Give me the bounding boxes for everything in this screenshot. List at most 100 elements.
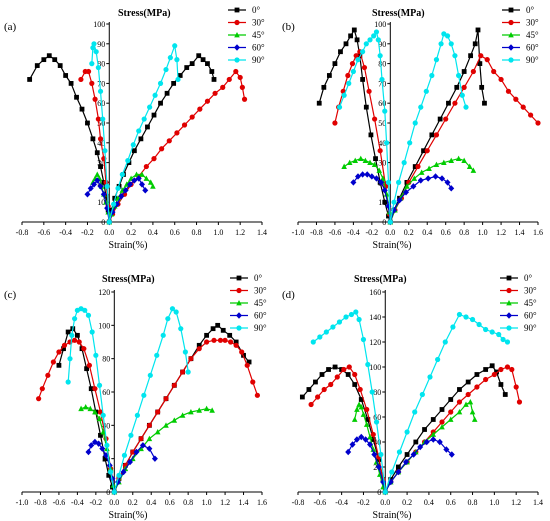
data-point <box>350 179 357 186</box>
x-tick-label: 0.4 <box>424 498 434 507</box>
legend-marker <box>508 44 514 51</box>
data-point <box>217 337 224 343</box>
data-point <box>500 336 506 343</box>
data-point <box>358 433 365 441</box>
legend-label: 60° <box>252 43 265 53</box>
data-point <box>241 96 248 102</box>
data-point <box>81 346 87 352</box>
legend-marker <box>236 287 242 294</box>
data-point <box>463 104 469 110</box>
legend-label: 45° <box>252 30 265 40</box>
data-point <box>239 349 245 355</box>
data-point <box>343 41 349 47</box>
data-point <box>233 339 239 345</box>
x-tick-label: -0.8 <box>292 498 305 507</box>
data-point <box>323 329 329 335</box>
data-point <box>139 181 145 188</box>
y-tick-label: 160 <box>369 288 381 297</box>
data-point <box>92 96 98 102</box>
legend-label: 0° <box>526 5 535 15</box>
data-point <box>97 88 104 94</box>
data-point <box>171 417 178 423</box>
data-point <box>141 116 147 122</box>
data-point <box>154 352 160 358</box>
data-point <box>446 100 451 106</box>
data-point <box>145 124 150 130</box>
y-tick-label: 50 <box>97 119 105 128</box>
data-point <box>350 68 356 75</box>
data-point <box>466 163 473 169</box>
y-tick-label: 70 <box>97 79 105 88</box>
data-point <box>91 181 97 188</box>
series-line <box>352 173 391 223</box>
legend-label: 60° <box>526 43 539 53</box>
data-point <box>93 352 99 358</box>
y-tick-label: 30 <box>97 159 105 168</box>
data-point <box>391 199 397 205</box>
data-point <box>239 84 245 90</box>
data-point <box>412 409 418 415</box>
data-point <box>332 120 338 126</box>
data-point <box>244 362 250 368</box>
data-point <box>196 407 203 413</box>
series-45deg <box>78 404 215 495</box>
legend-marker <box>234 32 240 38</box>
data-point <box>430 417 436 422</box>
data-point <box>131 177 138 184</box>
data-point <box>84 191 91 198</box>
data-point <box>461 84 467 90</box>
x-tick-label: 0.6 <box>441 228 451 237</box>
data-point <box>370 431 376 438</box>
x-tick-label: -0.2 <box>90 498 103 507</box>
legend-label: 30° <box>252 18 265 28</box>
data-point <box>119 171 125 178</box>
data-point <box>353 309 359 315</box>
data-point <box>87 185 94 192</box>
legend-label: 60° <box>254 311 267 321</box>
data-point <box>88 386 94 392</box>
data-point <box>504 339 511 345</box>
data-point <box>147 372 153 378</box>
data-point <box>430 431 437 437</box>
data-point <box>338 49 343 55</box>
legend-label: 0° <box>524 273 533 283</box>
data-point <box>138 436 144 442</box>
data-point <box>85 312 92 318</box>
data-point <box>483 376 489 383</box>
data-point <box>360 77 366 82</box>
data-point <box>472 41 478 47</box>
data-point <box>85 68 92 75</box>
data-point <box>86 362 92 368</box>
data-point <box>102 456 108 462</box>
legend-entry: 0° <box>228 5 261 15</box>
data-point <box>82 307 88 313</box>
x-tick-label: 0.4 <box>148 228 158 237</box>
x-tick-label: 1.2 <box>235 228 245 237</box>
legend-label: 0° <box>252 5 261 15</box>
data-point <box>377 53 383 59</box>
data-point <box>133 448 140 456</box>
data-point <box>179 412 186 418</box>
data-point <box>448 157 455 164</box>
y-tick-label: 100 <box>369 363 381 372</box>
y-tick-label: 40 <box>378 139 386 148</box>
data-point <box>52 57 58 63</box>
data-point <box>384 140 390 146</box>
legend-marker <box>506 325 512 331</box>
data-point <box>211 337 217 343</box>
series-60deg <box>350 171 455 226</box>
data-point <box>415 163 421 170</box>
data-point <box>220 84 226 90</box>
series-line <box>108 45 179 223</box>
y-tick-label: 100 <box>98 321 110 330</box>
legend-marker <box>508 32 514 38</box>
series-line <box>384 365 506 493</box>
data-point <box>98 164 103 169</box>
data-point <box>65 379 71 385</box>
data-point <box>90 45 96 51</box>
data-point <box>74 94 79 100</box>
data-point <box>362 436 369 443</box>
y-axis-title: Stress(MPa) <box>372 8 425 19</box>
x-tick-label: 0.8 <box>459 228 469 237</box>
data-point <box>233 68 239 75</box>
